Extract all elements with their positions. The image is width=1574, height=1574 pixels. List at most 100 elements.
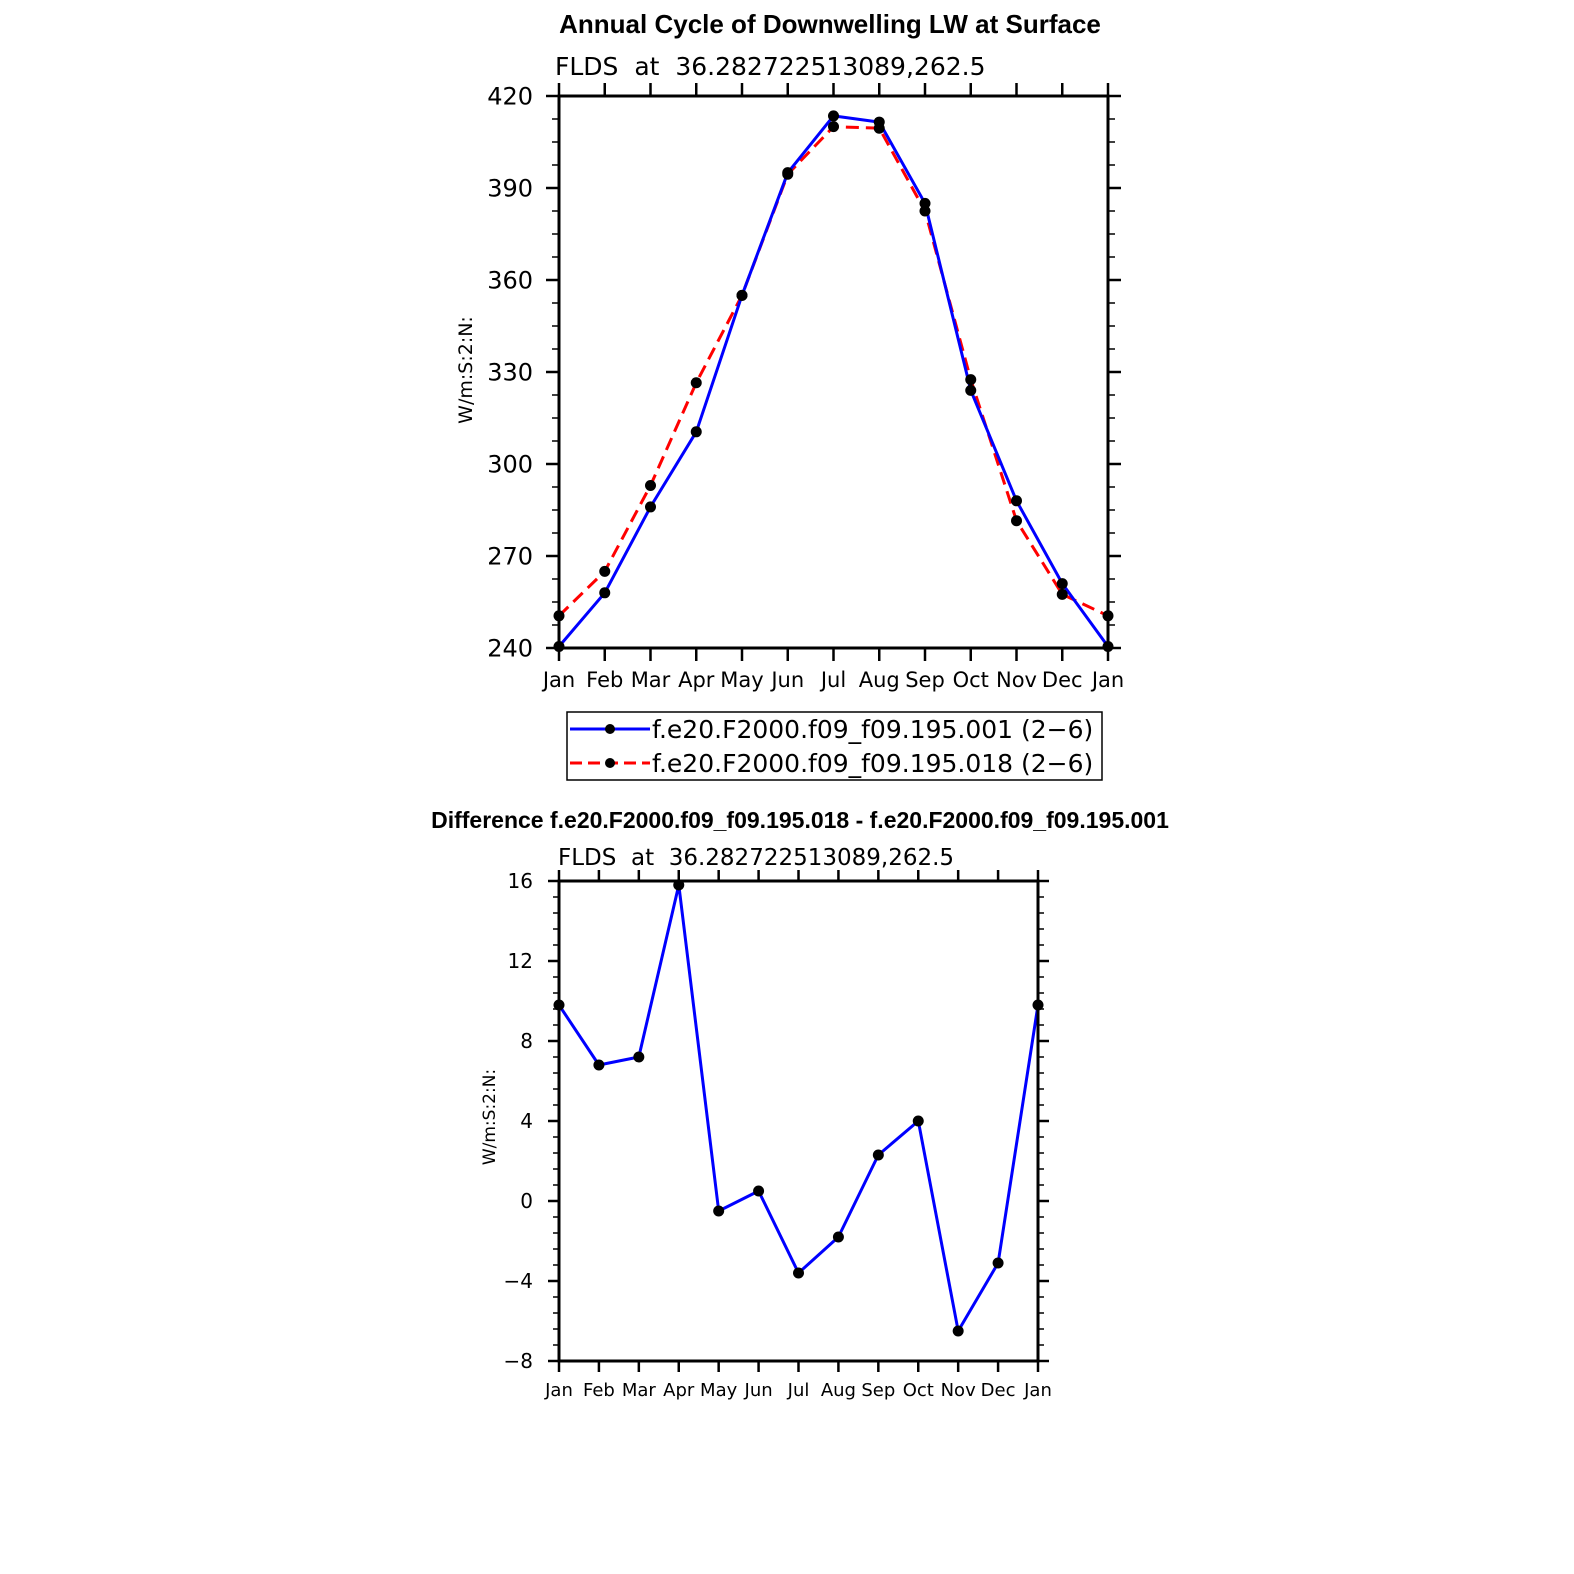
x-tick-labels: Jan Feb Mar Apr May Jun Jul Aug Sep Oct Nov Dec Jan (544, 1380, 1052, 1401)
x-tick-label: Apr (678, 668, 715, 692)
legend-entry: f.e20.F2000.f09_f09.195.001 (2−6) (570, 715, 1093, 744)
x-tick-label: Mar (622, 1380, 657, 1401)
data-point (645, 501, 656, 513)
y-axis-label: W/m:S:2:N: (455, 316, 477, 424)
chart-title: Annual Cycle of Downwelling LW at Surfac… (559, 9, 1101, 39)
chart-subtitle: FLDS at 36.282722513089,262.5 (555, 52, 985, 81)
data-point (919, 197, 931, 209)
axis-ticks (546, 83, 1121, 661)
chart-title: Difference f.e20.F2000.f09_f09.195.018 -… (431, 807, 1169, 833)
x-tick-label: Feb (586, 668, 623, 692)
data-point (782, 168, 794, 180)
x-tick-label: Dec (1042, 668, 1083, 692)
y-tick-label: −8 (504, 1349, 533, 1373)
legend-marker (605, 758, 615, 768)
data-point (832, 1231, 844, 1243)
series-line (557, 883, 1040, 1333)
y-tick-label: 270 (487, 543, 533, 571)
x-tick-label: Oct (903, 1380, 934, 1401)
x-tick-label: Jan (1090, 668, 1124, 692)
data-point (713, 1205, 725, 1217)
plot-frame (557, 94, 1110, 650)
data-point (1011, 515, 1022, 527)
series-markers (553, 879, 1044, 1337)
y-tick-labels: 240 270 300 330 360 390 420 (487, 83, 533, 663)
data-point (1056, 578, 1068, 590)
x-tick-label: Feb (583, 1380, 615, 1401)
x-tick-label: Nov (996, 668, 1037, 692)
legend-label: f.e20.F2000.f09_f09.195.018 (2−6) (652, 749, 1093, 778)
x-tick-label: Sep (905, 668, 945, 692)
y-tick-label: 240 (487, 635, 533, 663)
y-tick-label: 16 (508, 869, 533, 893)
chart-subtitle: FLDS at 36.282722513089,262.5 (558, 845, 954, 871)
data-point (690, 426, 702, 438)
y-tick-label: 0 (520, 1189, 533, 1213)
data-point (593, 1059, 605, 1071)
y-tick-label: 390 (487, 175, 533, 203)
y-tick-label: 8 (520, 1029, 533, 1053)
data-point (828, 110, 839, 122)
x-tick-label: Nov (941, 1380, 976, 1401)
data-point (633, 1051, 645, 1063)
legend: f.e20.F2000.f09_f09.195.001 (2−6) f.e20.… (566, 711, 1103, 781)
y-tick-label: −4 (504, 1269, 533, 1293)
legend-marker (605, 724, 615, 734)
data-point (828, 121, 839, 133)
plot-frame (557, 879, 1040, 1363)
data-point (1011, 495, 1022, 507)
x-tick-label: Aug (859, 668, 900, 692)
data-point (872, 1149, 884, 1161)
legend-box (566, 711, 1103, 781)
data-point (965, 374, 977, 386)
x-tick-label: Jan (541, 668, 575, 692)
x-tick-label: Sep (861, 1380, 895, 1401)
data-point (645, 479, 656, 491)
x-tick-label: May (720, 668, 763, 692)
x-tick-label: Jul (819, 668, 846, 692)
y-tick-labels: −8 −4 0 4 8 12 16 (504, 869, 533, 1373)
y-tick-label: 420 (487, 83, 533, 111)
legend-entry: f.e20.F2000.f09_f09.195.018 (2−6) (570, 749, 1093, 778)
y-tick-label: 300 (487, 451, 533, 479)
x-tick-label: Jan (544, 1380, 573, 1401)
data-point (736, 289, 748, 301)
data-point (919, 205, 931, 217)
annual-cycle-chart: Annual Cycle of Downwelling LW at Surfac… (455, 9, 1124, 781)
x-tick-label: Jul (787, 1380, 810, 1401)
data-point (599, 565, 611, 577)
difference-chart: Difference f.e20.F2000.f09_f09.195.018 -… (431, 807, 1169, 1401)
x-tick-label: Mar (631, 668, 671, 692)
x-tick-label: Oct (953, 668, 989, 692)
y-tick-label: 4 (520, 1109, 533, 1133)
data-point (912, 1115, 924, 1127)
x-tick-label: Jun (769, 668, 804, 692)
x-tick-label: Jun (744, 1380, 773, 1401)
legend-label: f.e20.F2000.f09_f09.195.001 (2−6) (652, 715, 1093, 744)
data-point (1056, 588, 1068, 600)
data-point (965, 384, 977, 396)
y-tick-label: 12 (508, 949, 533, 973)
data-point (873, 122, 885, 134)
data-point (793, 1267, 804, 1279)
x-tick-labels: Jan Feb Mar Apr May Jun Jul Aug Sep Oct Nov Dec Jan (541, 668, 1124, 692)
series-line (557, 125, 1109, 618)
axis-ticks (548, 870, 1049, 1372)
series-lines (557, 114, 1110, 648)
y-tick-label: 360 (487, 267, 533, 295)
y-axis-label: W/m:S:2:N: (480, 1069, 500, 1165)
x-tick-label: Apr (663, 1380, 695, 1401)
y-tick-label: 330 (487, 359, 533, 387)
x-tick-label: Dec (981, 1380, 1016, 1401)
x-tick-label: Jan (1023, 1380, 1052, 1401)
series-markers (553, 110, 1114, 652)
series-lines (557, 883, 1040, 1333)
data-point (952, 1325, 964, 1337)
data-point (753, 1185, 765, 1197)
x-tick-label: May (700, 1380, 738, 1401)
data-point (992, 1257, 1004, 1269)
series-line (557, 114, 1110, 648)
data-point (690, 377, 702, 389)
x-tick-label: Aug (821, 1380, 856, 1401)
